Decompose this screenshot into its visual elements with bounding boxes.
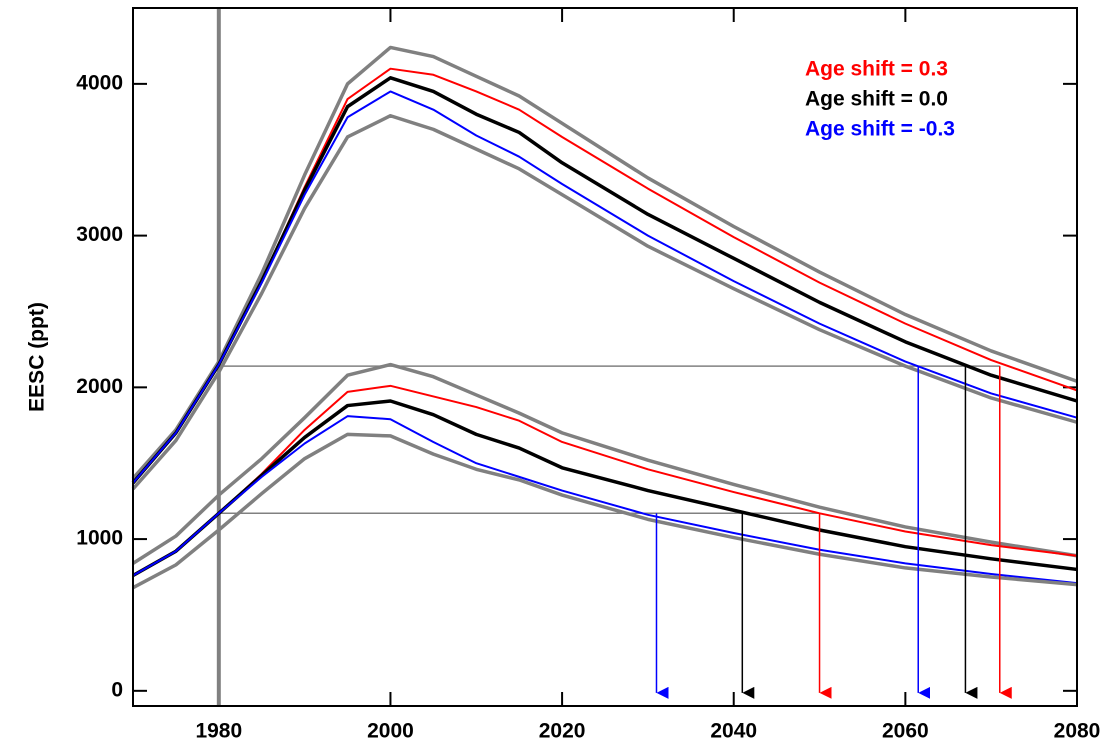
y-tick-label: 1000 (76, 527, 123, 550)
legend-entry: Age shift = 0.0 (805, 88, 948, 111)
y-tick-label: 3000 (76, 223, 123, 246)
series-line (131, 113, 1078, 491)
legend-entry: Age shift = 0.3 (805, 58, 948, 81)
series-line (131, 45, 1078, 480)
series-line (132, 415, 1078, 585)
x-tick-label: 2020 (539, 720, 586, 743)
y-tick-label: 0 (111, 678, 123, 701)
series-line (132, 399, 1078, 578)
x-tick-label: 2060 (882, 720, 929, 743)
x-tick-label: 2080 (1054, 720, 1101, 743)
x-tick-label: 2000 (367, 720, 414, 743)
x-tick-label: 2040 (710, 720, 757, 743)
series-line (132, 432, 1078, 590)
series-line (132, 362, 1078, 565)
plot-frame (132, 7, 1078, 707)
y-axis-label: EESC (ppt) (26, 302, 49, 412)
legend-entry: Age shift = -0.3 (805, 118, 955, 141)
x-tick-label: 1980 (195, 720, 242, 743)
series-line (132, 90, 1078, 484)
y-tick-label: 4000 (76, 71, 123, 94)
y-tick-label: 2000 (76, 375, 123, 398)
